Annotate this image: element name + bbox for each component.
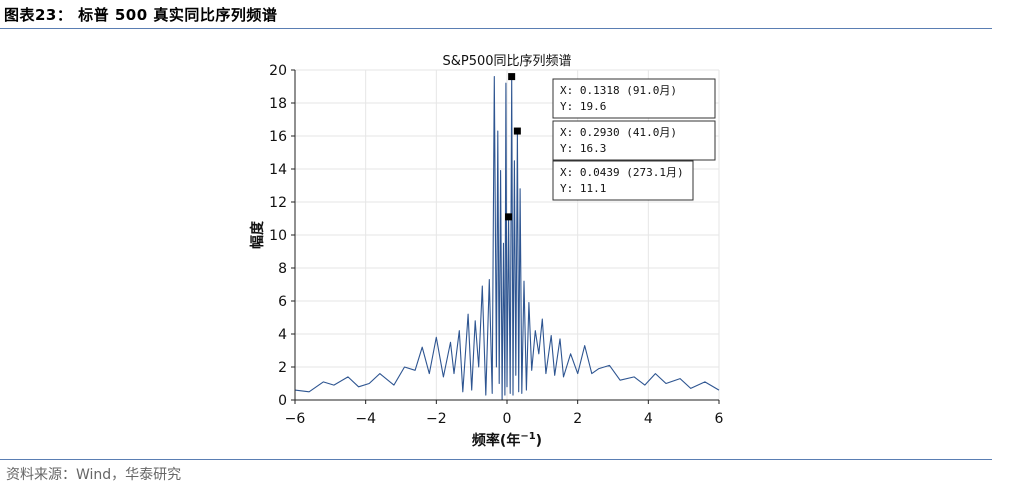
- x-tick-label: 4: [644, 411, 653, 427]
- datatip-y-text: Y: 11.1: [560, 182, 606, 195]
- y-axis-title: 幅度: [249, 220, 266, 249]
- y-tick-label: 2: [278, 360, 287, 376]
- datatip-y-text: Y: 19.6: [560, 100, 606, 113]
- datatip-box: [552, 78, 716, 119]
- source-note: 资料来源：Wind，华泰研究: [6, 467, 182, 483]
- y-tick-label: 18: [269, 96, 287, 112]
- figure-header: 图表23： 标普 500 真实同比序列频谱: [0, 0, 992, 28]
- y-tick-label: 4: [278, 327, 287, 343]
- datatip-marker: [505, 213, 513, 221]
- datatip-x-text: X: 0.2930 (41.0月): [560, 126, 677, 139]
- y-tick-label: 14: [269, 162, 287, 178]
- bottom-divider: [0, 459, 992, 460]
- datatip-marker: [508, 73, 516, 81]
- datatip-box: [552, 120, 716, 161]
- x-tick-label: 0: [503, 411, 512, 427]
- datatip-box: [552, 160, 694, 201]
- datatip-x-text: X: 0.1318 (91.0月): [560, 84, 677, 97]
- x-axis-title: 频率(年−1): [472, 431, 542, 449]
- y-tick-label: 16: [269, 129, 287, 145]
- datatip-marker: [513, 127, 521, 135]
- datatip-x-text: X: 0.0439 (273.1月): [560, 166, 684, 179]
- top-divider: [0, 28, 992, 29]
- y-tick-label: 0: [278, 393, 287, 409]
- x-tick-label: −4: [355, 411, 376, 427]
- chart-title: S&P500同比序列频谱: [442, 54, 571, 69]
- y-tick-label: 6: [278, 294, 287, 310]
- x-tick-label: −6: [285, 411, 306, 427]
- y-tick-label: 12: [269, 195, 287, 211]
- x-tick-label: 6: [715, 411, 724, 427]
- y-tick-label: 8: [278, 261, 287, 277]
- figure-title: 图表23： 标普 500 真实同比序列频谱: [4, 6, 278, 24]
- y-tick-label: 10: [269, 228, 287, 244]
- y-tick-label: 20: [269, 63, 287, 79]
- x-tick-label: −2: [426, 411, 447, 427]
- datatip-y-text: Y: 16.3: [560, 142, 606, 155]
- x-tick-label: 2: [573, 411, 582, 427]
- spectrum-line: [294, 76, 720, 401]
